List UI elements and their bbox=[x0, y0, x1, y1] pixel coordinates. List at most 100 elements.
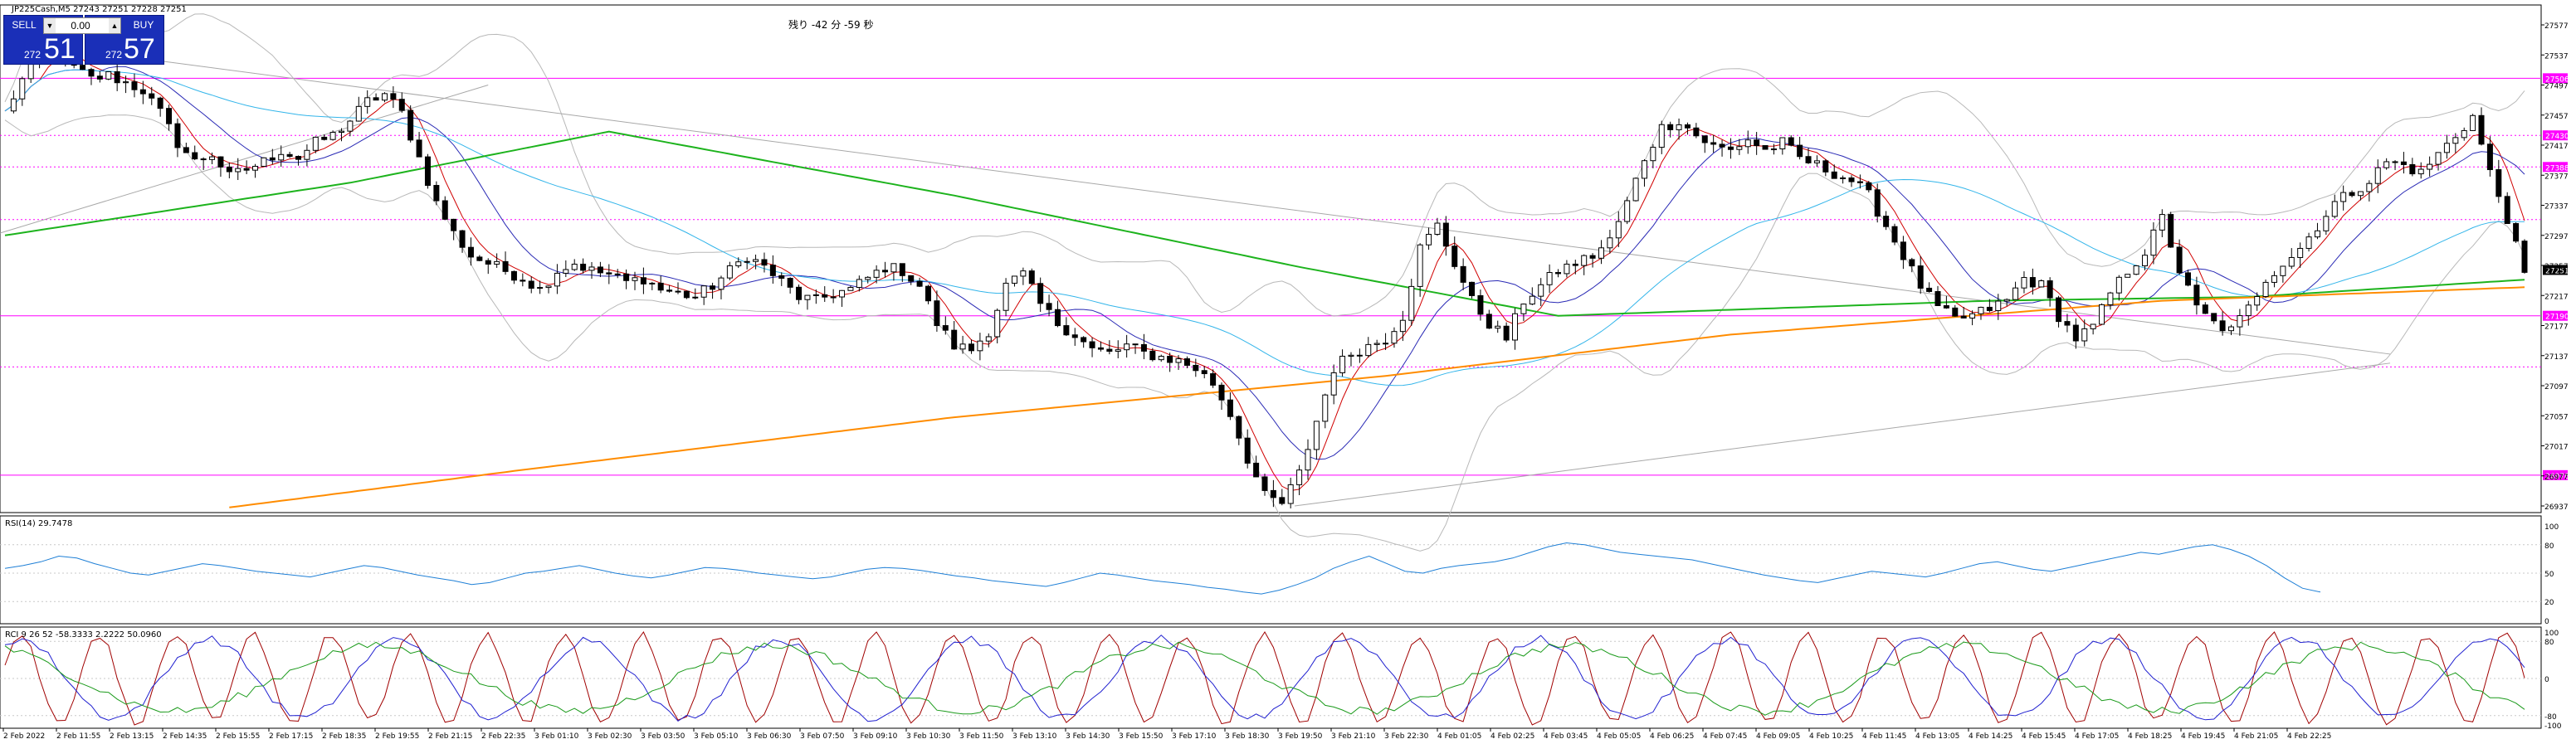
candle-body bbox=[735, 261, 742, 266]
lot-size-input[interactable] bbox=[56, 18, 105, 33]
candle-body bbox=[1762, 145, 1769, 150]
candle-body bbox=[2288, 256, 2295, 267]
candle-body bbox=[2504, 196, 2510, 225]
y-tick-label: 26937 bbox=[2544, 503, 2569, 512]
candle-body bbox=[1754, 139, 1760, 147]
x-tick-label: 3 Feb 11:50 bbox=[959, 732, 1004, 740]
countdown-timer: 残り -42 分 -59 秒 bbox=[788, 19, 873, 31]
candle-body bbox=[1270, 489, 1276, 498]
rci-y-tick-label: -80 bbox=[2544, 713, 2557, 722]
candle-body bbox=[261, 157, 267, 168]
candle-body bbox=[1917, 265, 1924, 289]
rsi-y-tick-label: 0 bbox=[2544, 618, 2549, 626]
candle-body bbox=[1365, 343, 1372, 357]
candle-body bbox=[1046, 303, 1052, 310]
candle-body bbox=[537, 287, 544, 289]
candle-body bbox=[683, 290, 690, 299]
candle-body bbox=[1313, 421, 1320, 450]
candle-body bbox=[977, 340, 983, 352]
candle-body bbox=[1719, 143, 1725, 148]
candle-body bbox=[1158, 356, 1164, 361]
rci-y-tick-label: -100 bbox=[2544, 722, 2562, 731]
candle-body bbox=[2374, 167, 2381, 184]
candle-body bbox=[2193, 284, 2200, 306]
candle-body bbox=[640, 277, 646, 284]
candle-body bbox=[666, 289, 673, 292]
candle-body bbox=[1279, 497, 1286, 504]
candle-body bbox=[1546, 272, 1553, 285]
candle-body bbox=[2107, 292, 2114, 305]
candle-body bbox=[1469, 281, 1476, 296]
candle-body bbox=[2185, 272, 2192, 286]
rci-y-tick-label: 80 bbox=[2544, 639, 2554, 647]
candle-body bbox=[2349, 192, 2355, 197]
x-tick-label: 2 Feb 19:55 bbox=[375, 732, 419, 740]
candle-body bbox=[183, 147, 189, 153]
candle-body bbox=[1736, 146, 1743, 150]
lot-decrease-icon[interactable]: ▼ bbox=[44, 18, 56, 33]
candle-body bbox=[563, 269, 569, 274]
x-tick-label: 4 Feb 15:45 bbox=[2022, 732, 2066, 740]
x-tick-label: 4 Feb 11:45 bbox=[1862, 732, 1906, 740]
candle-body bbox=[381, 93, 388, 101]
lot-increase-icon[interactable]: ▲ bbox=[109, 18, 120, 33]
candle-body bbox=[295, 156, 302, 160]
candle-body bbox=[1132, 343, 1139, 346]
level-price-tag bbox=[2543, 162, 2568, 173]
candle-body bbox=[2297, 247, 2304, 258]
candle-body bbox=[554, 272, 560, 287]
candle-body bbox=[1193, 364, 1199, 372]
candle-body bbox=[217, 156, 224, 168]
candle-body bbox=[761, 259, 768, 266]
x-tick-label: 4 Feb 19:45 bbox=[2181, 732, 2225, 740]
moving-average-medium bbox=[4, 69, 2525, 387]
candle-body bbox=[1770, 148, 1777, 151]
candle-body bbox=[1399, 319, 1406, 333]
candle-body bbox=[1296, 469, 1303, 485]
sell-price-main: 51 bbox=[44, 33, 76, 65]
rci-y-tick-label: 100 bbox=[2544, 630, 2559, 638]
current-price-label: 27251 bbox=[2545, 267, 2569, 275]
candle-body bbox=[1227, 399, 1233, 417]
y-tick-label: 27457 bbox=[2544, 113, 2569, 121]
candle-body bbox=[1641, 160, 1647, 179]
candle-body bbox=[1598, 247, 1604, 259]
candle-body bbox=[304, 149, 310, 160]
candle-body bbox=[1348, 354, 1354, 357]
candle-body bbox=[105, 71, 112, 80]
candle-body bbox=[2072, 324, 2079, 342]
x-tick-label: 4 Feb 01:05 bbox=[1437, 732, 1481, 740]
candle-body bbox=[2142, 255, 2149, 266]
candle-body bbox=[2168, 214, 2174, 248]
y-tick-label: 27097 bbox=[2544, 383, 2569, 391]
rci-slow-line bbox=[4, 641, 2525, 716]
candle-body bbox=[1115, 349, 1121, 353]
level-price-label: 27388 bbox=[2545, 164, 2569, 173]
candle-body bbox=[1874, 189, 1881, 217]
candle-body bbox=[1891, 226, 1898, 243]
x-tick-label: 2 Feb 13:15 bbox=[110, 732, 154, 740]
x-tick-label: 2 Feb 18:35 bbox=[322, 732, 366, 740]
candle-body bbox=[2021, 277, 2027, 289]
x-tick-label: 4 Feb 05:05 bbox=[1597, 732, 1641, 740]
candle-body bbox=[2305, 236, 2312, 249]
sell-label: SELL bbox=[12, 19, 37, 31]
y-tick-label: 27057 bbox=[2544, 413, 2569, 421]
candle-body bbox=[157, 97, 163, 109]
candle-body bbox=[934, 300, 940, 327]
candle-body bbox=[1960, 315, 1967, 319]
candle-body bbox=[2443, 143, 2450, 153]
candle-body bbox=[1676, 124, 1682, 130]
candle-body bbox=[1391, 331, 1398, 344]
candle-body bbox=[606, 272, 612, 275]
candle-body bbox=[355, 105, 362, 122]
y-tick-label: 27217 bbox=[2544, 293, 2569, 301]
candle-body bbox=[424, 156, 431, 187]
candle-body bbox=[1926, 287, 1933, 292]
candle-body bbox=[2038, 280, 2045, 288]
candle-body bbox=[1866, 182, 1872, 191]
candle-body bbox=[1667, 124, 1674, 130]
candle-body bbox=[1149, 350, 1156, 361]
candle-body bbox=[200, 158, 207, 161]
candle-body bbox=[2478, 114, 2485, 145]
